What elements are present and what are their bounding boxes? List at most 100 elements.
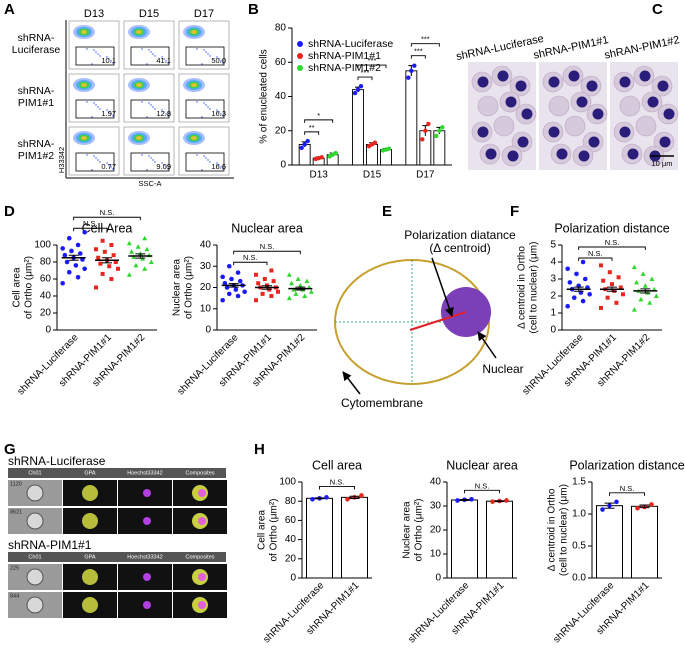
- cell: [198, 489, 206, 497]
- cell: [26, 512, 44, 530]
- event: [99, 161, 101, 163]
- event: [218, 111, 220, 113]
- nucleus: [505, 96, 517, 108]
- data-point: [60, 246, 65, 251]
- event: [163, 58, 165, 60]
- error-bar: [459, 499, 470, 501]
- panel-letter: B: [248, 1, 259, 18]
- event: [222, 62, 224, 64]
- data-point: [634, 279, 640, 285]
- density: [191, 30, 197, 34]
- data-point: [333, 150, 338, 156]
- y-tick-label: 0.5: [572, 541, 586, 552]
- data-point: [113, 260, 118, 264]
- density: [81, 136, 87, 140]
- data-point: [345, 496, 350, 502]
- y-tick-label: 0: [290, 573, 296, 584]
- error-bar: [640, 288, 651, 294]
- y-axis-label: Cell area: [12, 267, 23, 307]
- y-tick-label: 60: [285, 515, 297, 526]
- channel-header: [8, 468, 226, 478]
- data-point: [229, 276, 234, 282]
- error-bar: [295, 286, 306, 291]
- data-point: [571, 295, 577, 301]
- event: [220, 113, 222, 115]
- significance-bracket: [73, 216, 141, 221]
- data-point: [109, 277, 114, 281]
- significance-bracket: [319, 485, 355, 490]
- significance-bracket: [357, 64, 387, 69]
- data-point: [302, 142, 307, 147]
- error-bar: [314, 497, 325, 500]
- data-point: [304, 278, 310, 284]
- event: [209, 161, 211, 163]
- nucleus: [515, 80, 527, 92]
- event: [201, 63, 203, 65]
- y-tick-label: 10: [200, 303, 212, 314]
- error-bar: [494, 500, 505, 503]
- column-header: D13: [84, 8, 104, 20]
- y-tick-label: 20: [285, 553, 297, 564]
- event: [154, 161, 156, 163]
- y-tick-label: 60: [275, 57, 287, 68]
- y-axis-label: Cell area: [257, 510, 268, 550]
- channel-name: Ch01: [28, 470, 41, 476]
- event: [97, 53, 99, 55]
- data-point: [82, 229, 87, 235]
- y-tick-label: 20: [40, 308, 52, 319]
- event: [203, 155, 205, 157]
- x-tick-label: D15: [363, 170, 382, 181]
- nucleus: [663, 108, 675, 120]
- data-point: [605, 295, 610, 300]
- data-point: [299, 145, 304, 151]
- y-tick-label: 100: [34, 240, 51, 251]
- event: [112, 62, 114, 64]
- channel-name: Ch01: [28, 554, 41, 560]
- image-label: shRNA-PIM1#1: [532, 34, 609, 62]
- data-point: [610, 282, 614, 287]
- data-point: [406, 75, 411, 80]
- data-point: [607, 270, 612, 275]
- significance-bracket: [304, 131, 320, 135]
- event: [205, 51, 207, 53]
- event: [93, 102, 95, 104]
- y-axis-label: Δ centroid in Ortho: [547, 488, 558, 571]
- x-tick-label: D17: [416, 170, 435, 181]
- row-id: 1120: [10, 481, 22, 487]
- nucleus: [586, 80, 598, 92]
- gate-percent: 16.3: [211, 109, 226, 118]
- data-point: [653, 293, 659, 298]
- y-tick-label: 0: [280, 160, 286, 171]
- bar: [352, 89, 364, 166]
- data-point: [621, 292, 625, 297]
- data-point: [324, 495, 329, 500]
- y-tick-label: 20: [275, 125, 287, 136]
- data-point: [618, 285, 623, 290]
- nucleus: [592, 108, 604, 120]
- cell: [619, 95, 641, 117]
- data-point: [69, 248, 74, 254]
- y-tick-label: 100: [279, 477, 296, 488]
- data-point: [144, 246, 150, 252]
- event: [112, 168, 114, 170]
- event: [152, 53, 154, 55]
- arrow: [431, 257, 454, 317]
- y-tick-label: 0: [435, 573, 441, 584]
- panel-letter: H: [254, 441, 265, 458]
- data-point: [233, 287, 239, 292]
- significance-label: N.S.: [605, 238, 620, 247]
- cell: [143, 601, 151, 609]
- panel-letter: F: [510, 203, 519, 220]
- data-point: [423, 128, 428, 133]
- event: [106, 162, 108, 164]
- data-point: [64, 259, 70, 265]
- image-label: shRAN-PIM1#2: [603, 34, 680, 62]
- significance-label: N.S.: [83, 219, 98, 228]
- nucleus: [507, 150, 519, 162]
- arrow: [477, 331, 497, 359]
- event: [108, 58, 110, 60]
- event: [218, 164, 220, 166]
- y-tick-label: 20: [200, 282, 212, 293]
- x-tick-label: D13: [309, 170, 328, 181]
- data-point: [220, 274, 225, 280]
